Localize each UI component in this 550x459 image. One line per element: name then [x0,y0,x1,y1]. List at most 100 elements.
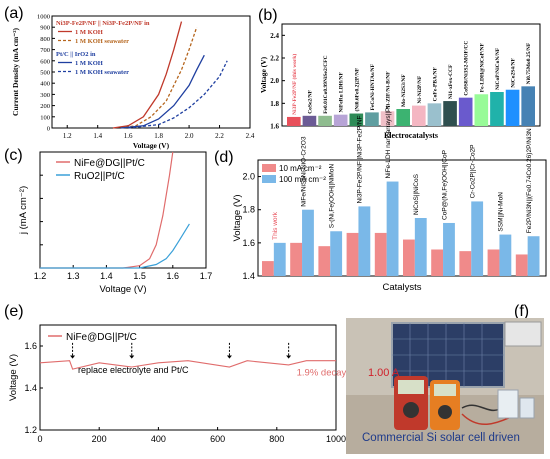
bar-category-label: Ni0.75Mo0.25/NF [526,42,532,84]
bar [490,92,504,126]
bar-category-label: Ni1-xFex-CCF [448,64,454,99]
bar-category-label: S-(Ni,Fe)OOH||NiMoN [329,164,336,229]
y-tick-label: 1.8 [270,100,279,108]
x-tick-label: 1.5 [133,271,146,281]
x-tick-label: 1.6 [124,132,133,140]
annotation-replace: replace electrolyte and Pt/C [78,365,189,375]
y-axis-label: j (mA cm⁻²) [18,186,29,235]
y-tick-label: 500 [40,70,50,77]
legend-label: RuO2||Pt/C [74,171,125,182]
y-tick-label: 2.0 [242,172,255,182]
chart-c-lsv: 1.2 1.3 1.4 1.5 1.6 1.7 Voltage (V) j (mA cm⁻²)… [18,151,212,295]
bar-low [431,249,444,276]
bar-high [273,242,286,276]
y-tick-label: 1.6 [270,123,279,131]
series-line-0 [40,151,174,269]
y-tick-label: 900 [40,25,50,32]
bar-category-label: Fe0.01Co0.99NiSe2/CFC [323,55,329,113]
bar [458,97,473,126]
bar-category-label: (Ni0.6Fe0.2)2P/NF [353,67,360,111]
bar-category-label: Fe-LDH@NiCoP/NF [479,43,485,93]
bar-category-label: Mo-Ni2S3/NF [401,74,407,107]
bar-category-label: Co9S8/Ni3S2-MOF/CC [464,41,470,96]
x-tick-label: 1.3 [67,271,80,281]
series-line-0 [39,360,336,370]
y-axis-label: Voltage (V) [232,195,243,242]
bar [443,101,457,126]
bar-category-label: Cr-Co2P||Cr-Co2P [470,144,477,198]
bar-category-label: Ni-Ni2P/NF [417,75,423,103]
y-tick-label: 400 [40,81,50,88]
bar [349,113,364,126]
legend-swatch [262,175,276,183]
x-tick-label: 1.6 [167,271,180,281]
bar-low [262,261,274,276]
x-axis-label: Voltage (V) [100,284,147,295]
y-tick-label: 1.4 [242,271,255,281]
bar [412,105,426,126]
bar-high [443,222,455,276]
electrolyzer-cell [497,389,519,419]
replacement-arrowhead [70,355,76,359]
solar-cell-photo: 1.00 A Commercial Si solar cell driven [346,318,544,454]
bar [333,114,348,126]
legend-swatch [262,164,276,172]
x-tick-label: 1.8 [154,132,163,140]
legend-label: 1 M KOH [75,60,103,67]
y-axis-label: Current Density (mA cm⁻²) [11,28,20,116]
legend-label: 1 M KOH [75,29,103,36]
bar-low [487,249,500,276]
chart-a-polarization: 1.2 1.4 1.6 1.8 2.0 2.2 2.4 0 100 200 300 400 500 600… [11,14,255,151]
panel-tag-a: (a) [4,5,24,22]
bar-category-label: NiFe-LDH nanoarrays||Pt [385,106,392,179]
bar-high [302,209,314,276]
bar [474,94,489,126]
bar-category-label: NiFeRu LDH/NF [339,72,345,113]
replacement-arrowhead [129,355,135,359]
bar-category-label: Ni3P-Fe2P/NF (this work) [291,54,298,115]
bar-category-label: FeCoNi-HNTAs/NF [370,63,376,110]
replacement-arrowhead [286,355,292,359]
x-axis-label: Electrocatalysts [384,131,438,140]
panel-tag-c: (c) [4,147,23,164]
bar [302,115,317,126]
bar-high [527,236,540,276]
beaker [519,397,535,419]
bar-category-label: NiCo2S4/NF [511,57,517,87]
bar-low [374,232,387,276]
y-tick-label: 200 [40,103,50,110]
series-line-3 [128,60,228,129]
multimeter-2-display [434,384,456,396]
bar [287,116,301,126]
plot-frame [281,23,541,127]
bar [380,111,395,126]
bar-category-label: Ni3P-Fe2P/NF||Ni3P-Fe2P/NF [357,115,364,203]
y-axis-label: Voltage (V) [259,56,268,93]
legend-header: Pt/C || IrO2 in [56,51,96,58]
plot-frame [39,324,337,431]
x-tick-label: 1000 [326,434,346,444]
bar [365,112,379,126]
x-tick-label: 200 [92,434,107,444]
y-tick-label: 800 [40,36,50,43]
current-reading: 1.00 A [368,367,400,379]
bar-high [499,234,512,276]
series-line-1 [40,223,190,269]
legend-label: 1 M KOH seawater [75,69,129,76]
bar-category-label: CoP@(Ni,Fe)OOH||CoP [441,150,448,220]
series-line-1 [120,26,198,129]
bar-category-label: CoFe-PBA/NF [432,66,438,101]
plot-frame [257,159,547,277]
annotation-decay: 1.9% decay [297,367,347,378]
bar-category-label: SSM||Ni-MoN [498,192,505,232]
y-tick-label: 1.2 [24,425,37,435]
legend-label: 1 M KOH seawater [75,38,129,45]
x-tick-label: 1.2 [34,271,47,281]
y-tick-label: 2.0 [270,77,279,85]
legend-header: Ni3P-Fe2P/NF || Ni3P-Fe2P/NF in [56,20,150,27]
panel-tag-f: (f) [514,303,529,320]
y-tick-label: 2.2 [270,55,279,63]
legend-label: 10 mA cm⁻² [279,164,322,173]
x-tick-label: 400 [151,434,166,444]
x-tick-label: 2.0 [185,132,194,140]
